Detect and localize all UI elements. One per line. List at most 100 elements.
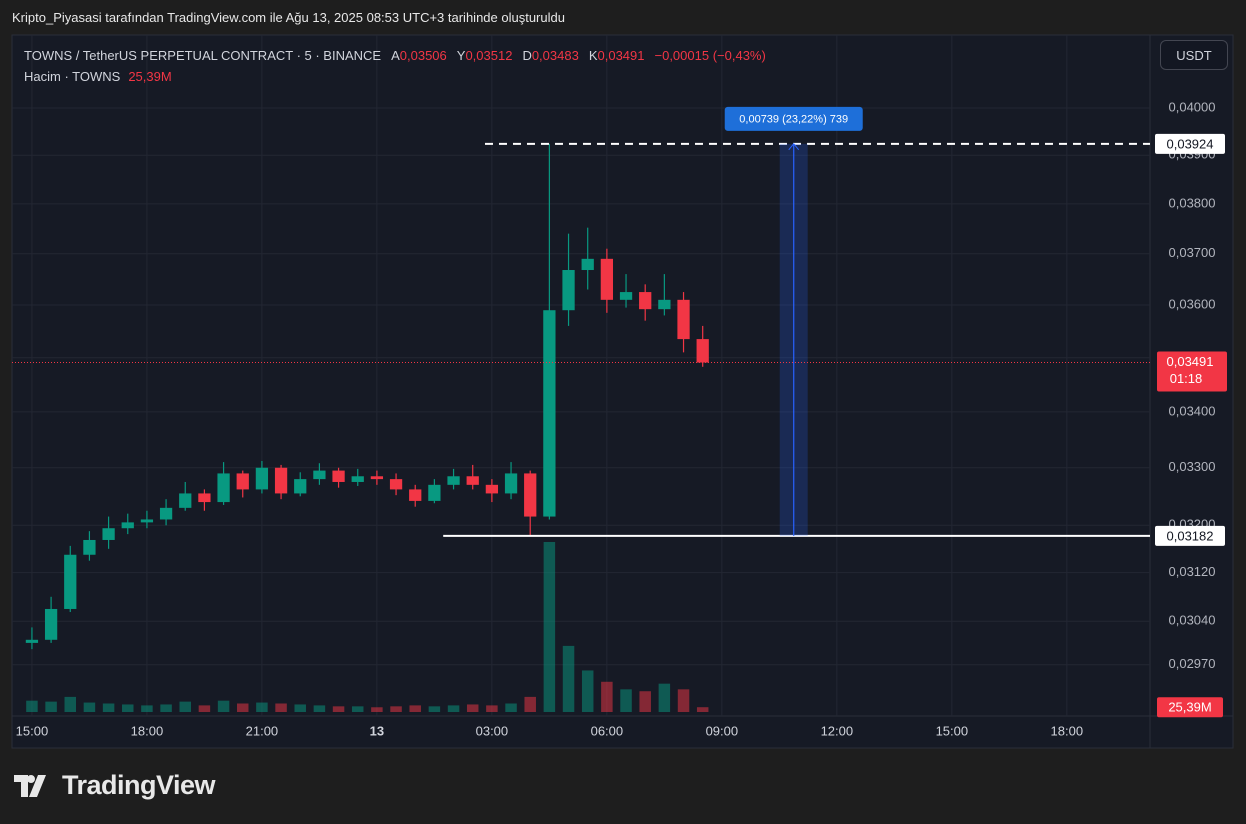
volume-bar [45, 701, 57, 712]
candle-body [639, 292, 652, 310]
x-tick-label: 15:00 [16, 723, 49, 738]
volume-bar [639, 691, 651, 712]
volume-bar [275, 703, 287, 712]
candle-body [102, 528, 115, 540]
chart-panel [11, 34, 1234, 749]
candle-body [351, 476, 364, 482]
volume-bar [581, 670, 594, 712]
x-tick-label: 18:00 [1051, 723, 1084, 738]
volume-bar [696, 707, 709, 712]
measure-label: 0,00739 (23,22%) 739 [739, 114, 848, 126]
volume-bar [64, 696, 77, 712]
x-tick-label: 21:00 [246, 723, 279, 738]
candle-body [159, 507, 173, 520]
candle-body [83, 539, 96, 555]
y-tick-label: 0,03800 [1169, 195, 1216, 210]
y-tick-label: 0,03600 [1169, 296, 1216, 311]
candle-body [389, 479, 403, 490]
volume-bar [332, 706, 345, 712]
candle-body [409, 489, 422, 501]
caption: Kripto_Piyasasi tarafından TradingView.c… [12, 10, 565, 25]
legend-row: Hacim · TOWNS 25,39M [24, 66, 766, 87]
volume-bar [524, 696, 536, 712]
volume-bar [160, 704, 172, 712]
candle-body [25, 639, 39, 643]
volume-bar [486, 705, 498, 712]
legend: TOWNS / TetherUS PERPETUAL CONTRACT · 5 … [24, 45, 766, 87]
volume-bar [26, 700, 38, 712]
candle-body [581, 258, 594, 271]
candle-body [696, 339, 709, 363]
change: −0,00015 (−0,43%) [654, 48, 766, 63]
legend-row: TOWNS / TetherUS PERPETUAL CONTRACT · 5 … [24, 45, 766, 66]
last-price-label: 0,03491 [1167, 354, 1214, 369]
volume-bar [371, 707, 383, 712]
candle-body [466, 476, 479, 485]
volume-bar [217, 700, 230, 712]
volume-bar [83, 702, 96, 712]
candle-body [619, 292, 633, 300]
candle-body [121, 522, 134, 529]
volume-bar [543, 542, 556, 712]
candle-body [140, 519, 154, 523]
candle-body [198, 493, 211, 503]
candle-body [485, 484, 499, 494]
y-tick-label: 0,03040 [1169, 613, 1216, 628]
x-tick-label: 15:00 [936, 723, 969, 738]
volume-bar [294, 704, 306, 712]
volume-bar [505, 703, 517, 712]
volume-bar [677, 689, 690, 712]
x-tick-label: 13 [370, 723, 384, 738]
volume-bar [102, 703, 115, 712]
ohlc-key: D [522, 48, 532, 63]
y-tick-label: 0,03300 [1169, 459, 1216, 474]
ohlc-value: 0,03506 [399, 48, 447, 63]
volume-bar [122, 704, 134, 712]
volume-bar [198, 705, 211, 712]
ohlc-value: 0,03491 [597, 48, 645, 63]
candle-body [217, 473, 230, 503]
ohlc-value: 0,03512 [465, 48, 513, 63]
y-tick-label: 0,03700 [1169, 245, 1216, 260]
last-price-box [1157, 351, 1227, 392]
level-label: 0,03182 [1167, 528, 1214, 543]
candle-body [332, 470, 345, 482]
y-tick-label: 0,02970 [1169, 656, 1216, 671]
volume-bar [409, 705, 421, 712]
candle-body [370, 476, 384, 480]
candle-body [428, 484, 441, 501]
volume-bar [447, 705, 460, 712]
candle-body [64, 554, 77, 609]
volume-axis-label: 25,39M [1168, 700, 1211, 715]
x-tick-label: 09:00 [706, 723, 739, 738]
ohlc-key: K [588, 48, 598, 63]
volume-bar [313, 705, 326, 712]
x-tick-label: 18:00 [131, 723, 164, 738]
logo-text: TradingView [62, 770, 216, 800]
ohlc-key: Y [456, 48, 466, 63]
volume-label-box [1157, 697, 1223, 718]
volume-bar [256, 702, 268, 712]
volume-bar [620, 689, 632, 712]
volume-bar [658, 683, 671, 712]
currency-button[interactable]: USDT [1160, 40, 1228, 70]
y-tick-label: 0,03120 [1169, 564, 1216, 579]
candle-body [236, 473, 249, 490]
volume-title: Hacim · TOWNS [24, 69, 121, 84]
volume-bar [601, 681, 613, 712]
candle-body [600, 258, 614, 300]
volume-bar [390, 706, 402, 712]
volume-value: 25,39M [128, 69, 172, 84]
candle-body [44, 608, 58, 640]
candle-body [658, 299, 671, 310]
y-tick-label: 0,03400 [1169, 403, 1216, 418]
candle-body [294, 479, 307, 494]
volume-bar [562, 645, 575, 712]
measure-arrow-head [788, 143, 800, 151]
candle-body [274, 467, 288, 494]
volume-bar [466, 704, 479, 712]
logo: TradingView [14, 770, 216, 801]
candle-body [524, 473, 537, 517]
